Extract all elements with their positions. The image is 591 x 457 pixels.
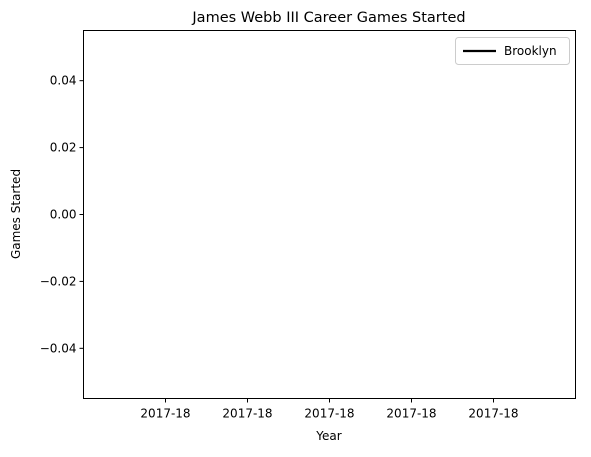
x-tick-label: 2017-18 <box>222 407 272 421</box>
x-axis: 2017-18 2017-18 2017-18 2017-18 2017-18 <box>140 398 519 421</box>
y-axis-label: Games Started <box>9 169 23 259</box>
legend: Brooklyn <box>455 37 570 65</box>
plot-area-frame <box>83 30 576 399</box>
y-axis: 0.04 0.02 0.00 −0.02 −0.04 <box>40 74 84 355</box>
x-tick-label: 2017-18 <box>386 407 436 421</box>
x-axis-label: Year <box>315 429 341 443</box>
y-tick-label: 0.04 <box>50 74 77 88</box>
x-tick-label: 2017-18 <box>140 407 190 421</box>
x-tick-label: 2017-18 <box>304 407 354 421</box>
y-tick-label: 0.00 <box>50 208 77 222</box>
legend-label-brooklyn: Brooklyn <box>504 44 557 58</box>
y-tick-label: 0.02 <box>50 141 77 155</box>
y-tick-label: −0.02 <box>40 274 77 288</box>
x-tick-label: 2017-18 <box>468 407 518 421</box>
y-tick-label: −0.04 <box>40 341 77 355</box>
legend-box <box>455 37 570 65</box>
chart-title: James Webb III Career Games Started <box>191 10 465 26</box>
